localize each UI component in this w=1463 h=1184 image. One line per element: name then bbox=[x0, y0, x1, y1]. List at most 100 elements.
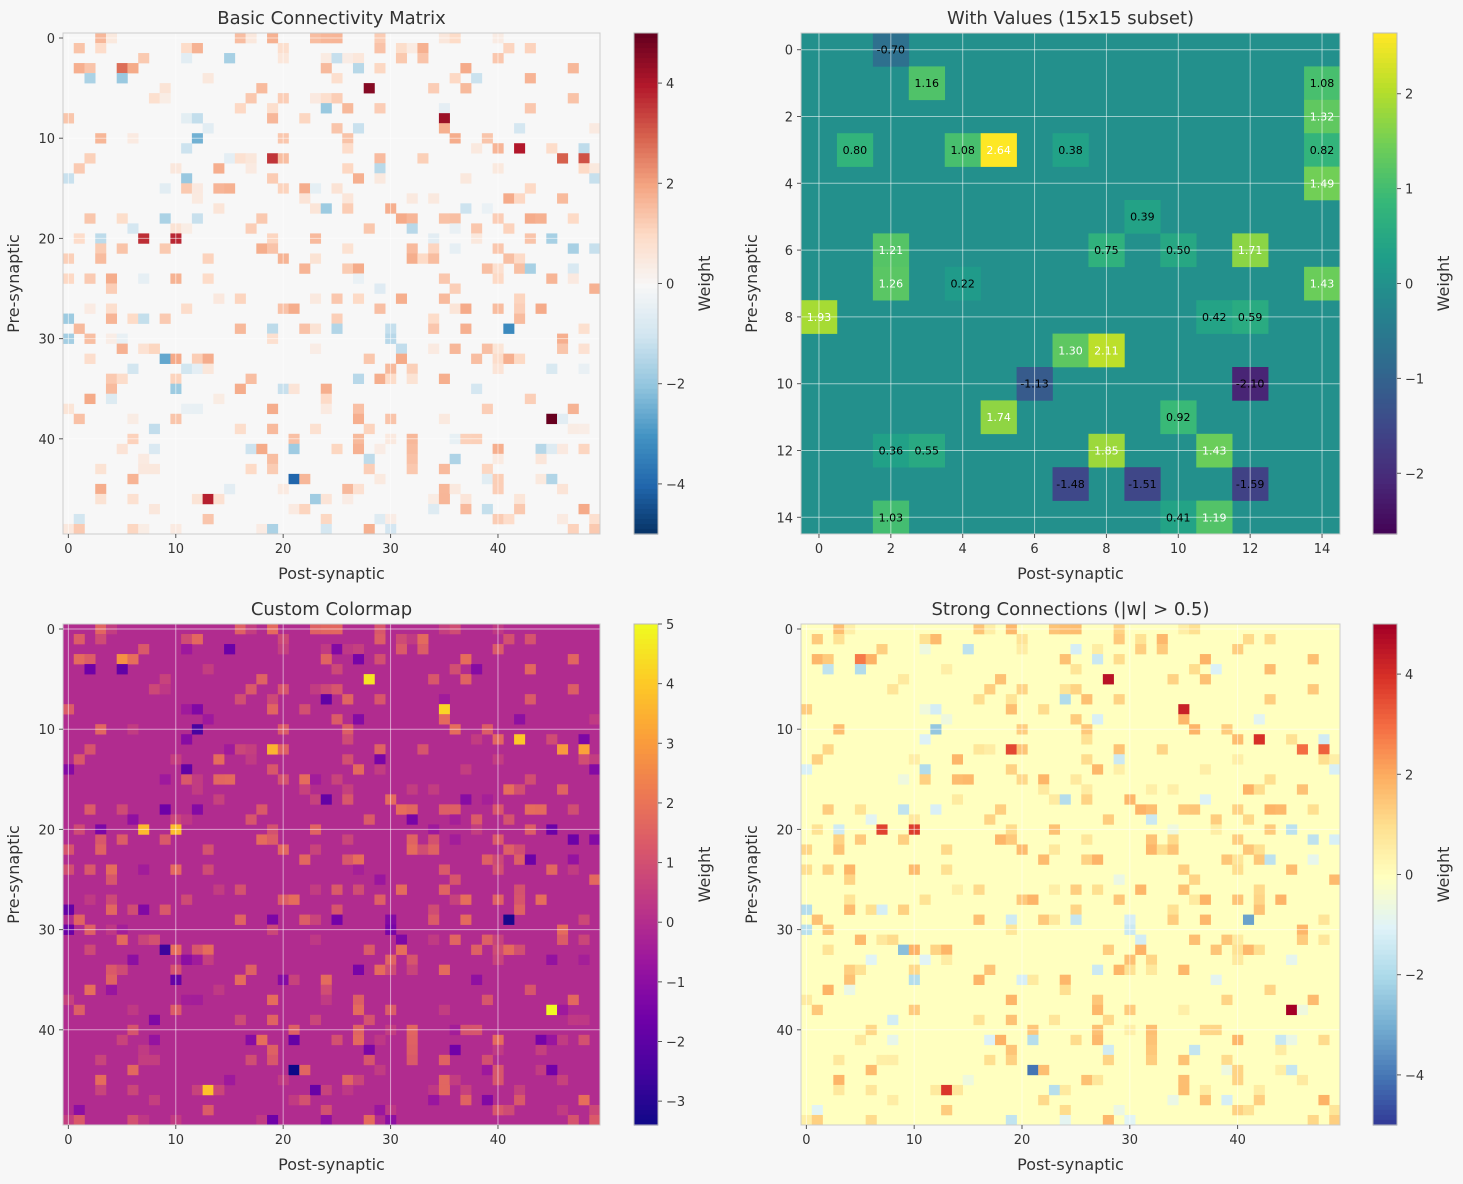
heatmap-cell bbox=[811, 754, 823, 765]
colorbar-segment bbox=[634, 388, 658, 395]
heatmap-cell bbox=[202, 353, 214, 364]
colorbar-segment bbox=[634, 779, 658, 785]
colorbar-segment bbox=[634, 824, 658, 831]
colorbar-segment bbox=[1373, 1049, 1397, 1056]
heatmap-cell bbox=[1048, 1084, 1061, 1096]
colorbar-segment bbox=[634, 899, 658, 906]
heatmap-cell bbox=[267, 523, 279, 535]
heatmap-cell bbox=[1296, 934, 1308, 945]
heatmap-cell bbox=[127, 63, 139, 74]
heatmap-cell bbox=[342, 483, 354, 495]
colorbar-segment bbox=[1373, 193, 1397, 199]
heatmap-cell bbox=[352, 123, 365, 134]
heatmap-cell bbox=[503, 253, 515, 264]
colorbar-segment bbox=[1373, 258, 1397, 265]
heatmap-cell bbox=[1318, 734, 1330, 745]
heatmap-cell bbox=[1027, 1034, 1039, 1046]
x-tick-label: 12 bbox=[1242, 542, 1259, 557]
heatmap-cell bbox=[1156, 634, 1168, 645]
heatmap-cell bbox=[73, 1104, 85, 1116]
heatmap-cell bbox=[352, 373, 365, 384]
heatmap-cell bbox=[320, 994, 332, 1006]
heatmap-cell bbox=[245, 814, 257, 825]
heatmap-cell bbox=[1307, 854, 1319, 865]
colorbar-segment bbox=[1373, 493, 1397, 500]
heatmap-cell bbox=[811, 1004, 823, 1016]
colorbar-segment bbox=[634, 724, 658, 730]
heatmap-cell bbox=[1081, 734, 1093, 745]
colorbar-segment bbox=[634, 879, 658, 886]
heatmap-cell bbox=[374, 894, 386, 905]
heatmap-cell bbox=[1264, 664, 1276, 675]
heatmap-cell bbox=[865, 1084, 877, 1096]
heatmap-cell bbox=[428, 323, 440, 334]
heatmap-cell bbox=[514, 503, 526, 515]
colorbar-segment bbox=[1373, 649, 1397, 655]
heatmap-cell bbox=[310, 203, 322, 214]
colorbar-segment bbox=[634, 759, 658, 765]
heatmap-cell bbox=[331, 93, 343, 104]
colorbar-segment bbox=[1373, 914, 1397, 921]
colorbar-segment bbox=[1373, 734, 1397, 740]
heatmap-cell bbox=[395, 884, 407, 895]
heatmap-cell bbox=[428, 914, 440, 925]
heatmap-cell bbox=[395, 43, 407, 54]
heatmap-cell bbox=[202, 1104, 214, 1116]
heatmap-cell bbox=[256, 443, 268, 455]
heatmap-cell bbox=[310, 794, 322, 805]
colorbar-tick-label: 1 bbox=[666, 857, 674, 872]
heatmap-cell bbox=[84, 744, 96, 755]
heatmap-cell bbox=[1005, 1044, 1017, 1056]
heatmap-cell bbox=[557, 1004, 569, 1016]
heatmap-cell bbox=[331, 1034, 343, 1046]
heatmap-cell bbox=[438, 413, 450, 425]
colorbar-segment bbox=[1373, 709, 1397, 715]
heatmap-cell bbox=[1113, 894, 1125, 905]
heatmap-cell bbox=[514, 904, 526, 915]
heatmap-cell bbox=[224, 774, 236, 785]
panel-title: With Values (15x15 subset) bbox=[947, 8, 1194, 29]
heatmap-cell bbox=[363, 1044, 375, 1056]
heatmap-cell bbox=[1221, 994, 1233, 1006]
heatmap-cell bbox=[127, 413, 139, 425]
cell-value-label: 1.19 bbox=[1202, 511, 1227, 524]
colorbar-segment bbox=[634, 1009, 658, 1016]
heatmap-cell bbox=[267, 1014, 279, 1026]
heatmap-cell bbox=[836, 133, 874, 167]
heatmap-cell bbox=[1264, 854, 1276, 865]
heatmap-cell bbox=[320, 53, 332, 64]
heatmap-cell bbox=[589, 283, 601, 294]
colorbar-segment bbox=[1373, 859, 1397, 866]
colorbar-segment bbox=[1373, 1029, 1397, 1036]
x-tick-label: 20 bbox=[275, 1133, 292, 1148]
heatmap-cell bbox=[1329, 754, 1341, 765]
heatmap-cell bbox=[331, 774, 343, 785]
heatmap-cell bbox=[919, 734, 931, 745]
y-tick-label: 10 bbox=[776, 378, 793, 393]
colorbar-segment bbox=[1373, 438, 1397, 445]
colorbar-tick-label: −2 bbox=[1405, 969, 1424, 984]
colorbar-segment bbox=[1373, 333, 1397, 340]
colorbar-segment bbox=[634, 909, 658, 916]
heatmap-cell bbox=[481, 794, 493, 805]
heatmap-cell bbox=[374, 163, 386, 174]
colorbar-segment bbox=[1373, 664, 1397, 670]
colorbar-segment bbox=[634, 739, 658, 745]
colorbar-segment bbox=[634, 428, 658, 435]
heatmap-cell bbox=[73, 63, 85, 74]
heatmap-cell bbox=[406, 213, 418, 224]
heatmap-cell bbox=[352, 263, 365, 274]
heatmap-cell bbox=[1048, 794, 1061, 805]
colorbar-segment bbox=[1373, 954, 1397, 961]
heatmap-cell bbox=[1052, 467, 1089, 501]
colorbar-segment bbox=[1373, 1094, 1397, 1101]
heatmap-cell bbox=[224, 153, 236, 164]
heatmap-cell bbox=[1081, 784, 1093, 795]
colorbar-segment bbox=[1373, 103, 1397, 109]
heatmap-cell bbox=[245, 223, 257, 234]
colorbar-segment bbox=[1373, 994, 1397, 1001]
heatmap-cell bbox=[395, 293, 407, 304]
colorbar-segment bbox=[634, 68, 658, 74]
heatmap-cell bbox=[224, 53, 236, 64]
heatmap-cell bbox=[181, 774, 193, 785]
